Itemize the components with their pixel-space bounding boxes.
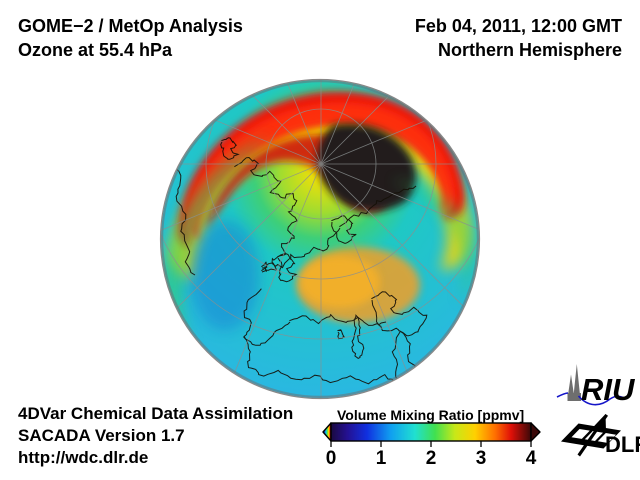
svg-text:RIU: RIU [581,372,636,407]
svg-text:DLR: DLR [605,432,640,457]
svg-text:2: 2 [426,448,437,469]
svg-text:1: 1 [376,448,387,469]
svg-text:0: 0 [326,448,337,469]
svg-text:3: 3 [476,448,487,469]
svg-text:4: 4 [526,448,537,469]
